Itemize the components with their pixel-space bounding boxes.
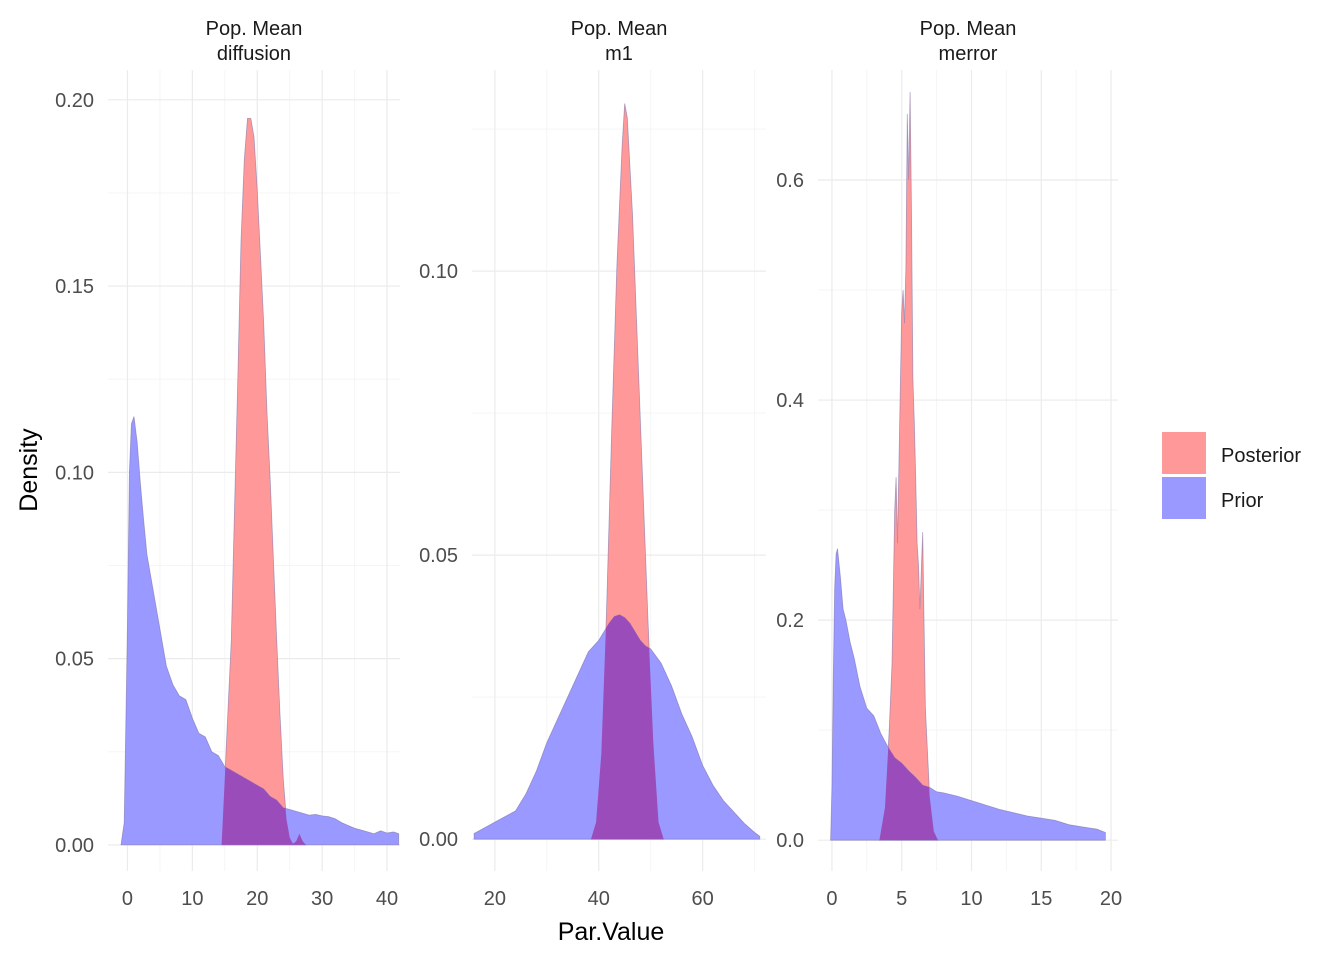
legend: Posterior Prior — [1162, 432, 1301, 519]
x-tick-label: 40 — [588, 888, 610, 910]
x-tick-label: 15 — [1030, 888, 1052, 910]
panel-diffusion: 0 10 20 30 40 0.00 0.05 0.10 0.15 0.20 Pop. Mean di… — [55, 18, 400, 910]
y-tick-label: 0.4 — [776, 390, 804, 412]
x-tick-label: 20 — [1100, 888, 1122, 910]
x-tick-label: 10 — [181, 888, 203, 910]
legend-label-prior: Prior — [1221, 490, 1264, 512]
strip-title-line1: Pop. Mean — [206, 18, 303, 40]
y-tick-label: 0.10 — [419, 261, 458, 283]
y-tick-label: 0.20 — [55, 90, 94, 112]
y-tick-label: 0.00 — [419, 829, 458, 851]
x-tick-label: 5 — [896, 888, 907, 910]
y-tick-label: 0.05 — [55, 649, 94, 671]
panel-m1: 20 40 60 0.00 0.05 0.10 Pop. Mean m1 — [419, 18, 766, 910]
strip-title-line2: merror — [939, 43, 998, 65]
y-tick-label: 0.00 — [55, 835, 94, 857]
strip-title-line1: Pop. Mean — [571, 18, 668, 40]
y-tick-label: 0.10 — [55, 462, 94, 484]
density-area-prior-merror — [830, 548, 1106, 841]
y-tick-label: 0.05 — [419, 545, 458, 567]
legend-label-posterior: Posterior — [1221, 445, 1301, 467]
x-tick-label: 60 — [692, 888, 714, 910]
x-tick-label: 20 — [246, 888, 268, 910]
x-tick-label: 0 — [826, 888, 837, 910]
strip-title-line2: m1 — [605, 43, 633, 65]
density-overlap-m1 — [591, 614, 664, 840]
density-area-posterior-diffusion — [221, 118, 307, 846]
y-axis-title: Density — [15, 428, 43, 512]
legend-key-posterior — [1162, 432, 1206, 474]
panel-merror: 0 5 10 15 20 0.0 0.2 0.4 0.6 Pop. Mean merror — [776, 18, 1122, 910]
x-tick-label: 10 — [960, 888, 982, 910]
x-tick-label: 30 — [311, 888, 333, 910]
strip-title-line1: Pop. Mean — [920, 18, 1017, 40]
x-tick-label: 0 — [122, 888, 133, 910]
strip-title-line2: diffusion — [217, 43, 291, 65]
x-axis-title: Par.Value — [558, 918, 665, 946]
x-tick-label: 20 — [484, 888, 506, 910]
x-tick-label: 40 — [376, 888, 398, 910]
y-tick-label: 0.2 — [776, 610, 804, 632]
legend-key-prior — [1162, 477, 1206, 519]
density-area-posterior-merror — [878, 91, 939, 841]
y-tick-label: 0.15 — [55, 276, 94, 298]
y-tick-label: 0.0 — [776, 830, 804, 852]
y-tick-label: 0.6 — [776, 170, 804, 192]
